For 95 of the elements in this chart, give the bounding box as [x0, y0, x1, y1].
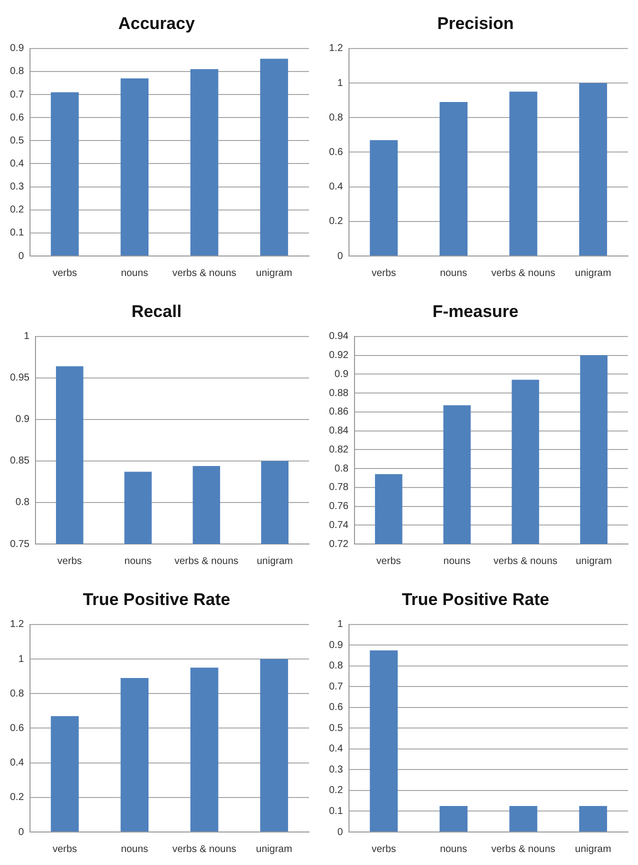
x-tick-label: unigram	[576, 556, 612, 567]
bar	[120, 678, 149, 832]
y-tick-label: 0.86	[328, 406, 349, 418]
y-tick-label: 0	[18, 826, 24, 838]
y-tick-label: 0.9	[328, 640, 344, 651]
y-tick-label: 0.5	[10, 135, 24, 146]
y-tick-label: 0.75	[10, 538, 30, 550]
x-tick-label: unigram	[575, 268, 612, 279]
x-tick-label: verbs & nouns	[491, 844, 556, 855]
x-tick-label: verbs	[372, 268, 396, 279]
x-tick-label: verbs & nouns	[491, 268, 556, 279]
x-tick-label: nouns	[440, 844, 468, 855]
y-tick-label: 0	[337, 250, 344, 262]
x-tick-label: nouns	[443, 556, 471, 567]
y-tick-label: 0.9	[16, 414, 30, 426]
y-tick-label: 0.2	[328, 785, 344, 796]
y-tick-label: 0.8	[10, 688, 24, 700]
y-tick-label: 0.94	[328, 331, 349, 342]
y-tick-label: 0.4	[328, 182, 344, 193]
y-tick-label: 0.3	[10, 182, 24, 193]
y-tick-label: 0.2	[10, 792, 24, 804]
bar	[260, 58, 288, 256]
chart-title: Accuracy	[118, 14, 196, 33]
y-tick-label: 0.8	[328, 660, 344, 672]
y-tick-label: 0.1	[10, 228, 24, 239]
chart-title: True Positive Rate	[82, 590, 230, 609]
x-tick-label: verbs	[52, 268, 78, 279]
x-tick-label: unigram	[256, 268, 292, 279]
y-tick-label: 1.2	[328, 43, 344, 54]
chart-title: F-measure	[432, 302, 518, 321]
y-tick-label: 0.6	[328, 146, 344, 158]
y-tick-label: 0.8	[328, 112, 344, 124]
y-tick-label: 0.88	[328, 388, 349, 399]
y-tick-label: 1	[18, 654, 24, 665]
bar	[440, 102, 468, 256]
x-tick-label: verbs	[376, 556, 401, 567]
bar	[509, 92, 538, 256]
y-tick-label: 0.74	[328, 520, 349, 531]
y-tick-label: 0.85	[10, 456, 30, 467]
y-tick-label: 0.95	[10, 372, 30, 384]
y-tick-label: 0.3	[328, 764, 344, 776]
x-tick-label: unigram	[256, 556, 293, 567]
y-tick-label: 0.4	[10, 158, 24, 170]
y-tick-label: 0.9	[334, 368, 349, 380]
x-tick-label: verbs	[372, 844, 396, 855]
y-tick-label: 0.2	[328, 216, 344, 228]
y-tick-label: 0.4	[10, 758, 24, 769]
y-tick-label: 0.6	[10, 722, 24, 734]
bar	[260, 659, 288, 832]
y-tick-label: 0	[18, 250, 24, 262]
y-tick-label: 1	[337, 619, 344, 630]
y-tick-label: 0.5	[328, 722, 344, 734]
y-tick-label: 0.9	[10, 43, 24, 54]
chart-title: Precision	[437, 14, 514, 33]
y-tick-label: 0.92	[328, 350, 349, 362]
y-tick-label: 0.4	[328, 744, 344, 755]
chart-title: True Positive Rate	[402, 590, 550, 609]
x-tick-label: verbs & nouns	[172, 268, 236, 279]
y-tick-label: 0.2	[10, 204, 24, 216]
x-tick-label: nouns	[120, 268, 148, 279]
x-tick-label: verbs	[52, 844, 78, 855]
x-tick-label: verbs	[57, 556, 82, 567]
y-tick-label: 0.6	[328, 702, 344, 714]
y-tick-label: 0	[337, 826, 344, 838]
x-tick-label: unigram	[575, 844, 612, 855]
bar	[190, 69, 218, 256]
bar	[50, 92, 79, 256]
y-tick-label: 0.8	[10, 66, 24, 78]
y-tick-label: 0.1	[328, 806, 344, 817]
y-tick-label: 0.78	[328, 482, 349, 494]
bar	[370, 140, 398, 256]
bar	[50, 716, 79, 832]
bar	[190, 668, 218, 832]
y-tick-label: 1	[337, 78, 344, 89]
y-tick-label: 0.8	[334, 463, 349, 474]
bar	[579, 83, 608, 256]
y-tick-label: 0.84	[328, 426, 349, 437]
y-tick-label: 0.82	[328, 444, 349, 456]
x-tick-label: verbs & nouns	[174, 556, 238, 567]
bar	[120, 78, 149, 256]
y-tick-label: 0.76	[328, 501, 349, 512]
x-tick-label: nouns	[124, 556, 152, 567]
x-tick-label: nouns	[120, 844, 148, 855]
y-tick-label: 0.72	[328, 538, 349, 550]
x-tick-label: verbs & nouns	[493, 556, 558, 567]
x-tick-label: unigram	[256, 844, 292, 855]
x-tick-label: verbs & nouns	[172, 844, 236, 855]
x-tick-label: nouns	[440, 268, 468, 279]
y-tick-label: 0.7	[328, 681, 344, 692]
y-tick-label: 1	[24, 331, 30, 342]
chart-title: Recall	[131, 302, 182, 321]
y-tick-label: 1.2	[10, 619, 24, 630]
y-tick-label: 0.8	[16, 497, 30, 508]
y-tick-label: 0.7	[10, 89, 24, 100]
y-tick-label: 0.6	[10, 112, 24, 124]
